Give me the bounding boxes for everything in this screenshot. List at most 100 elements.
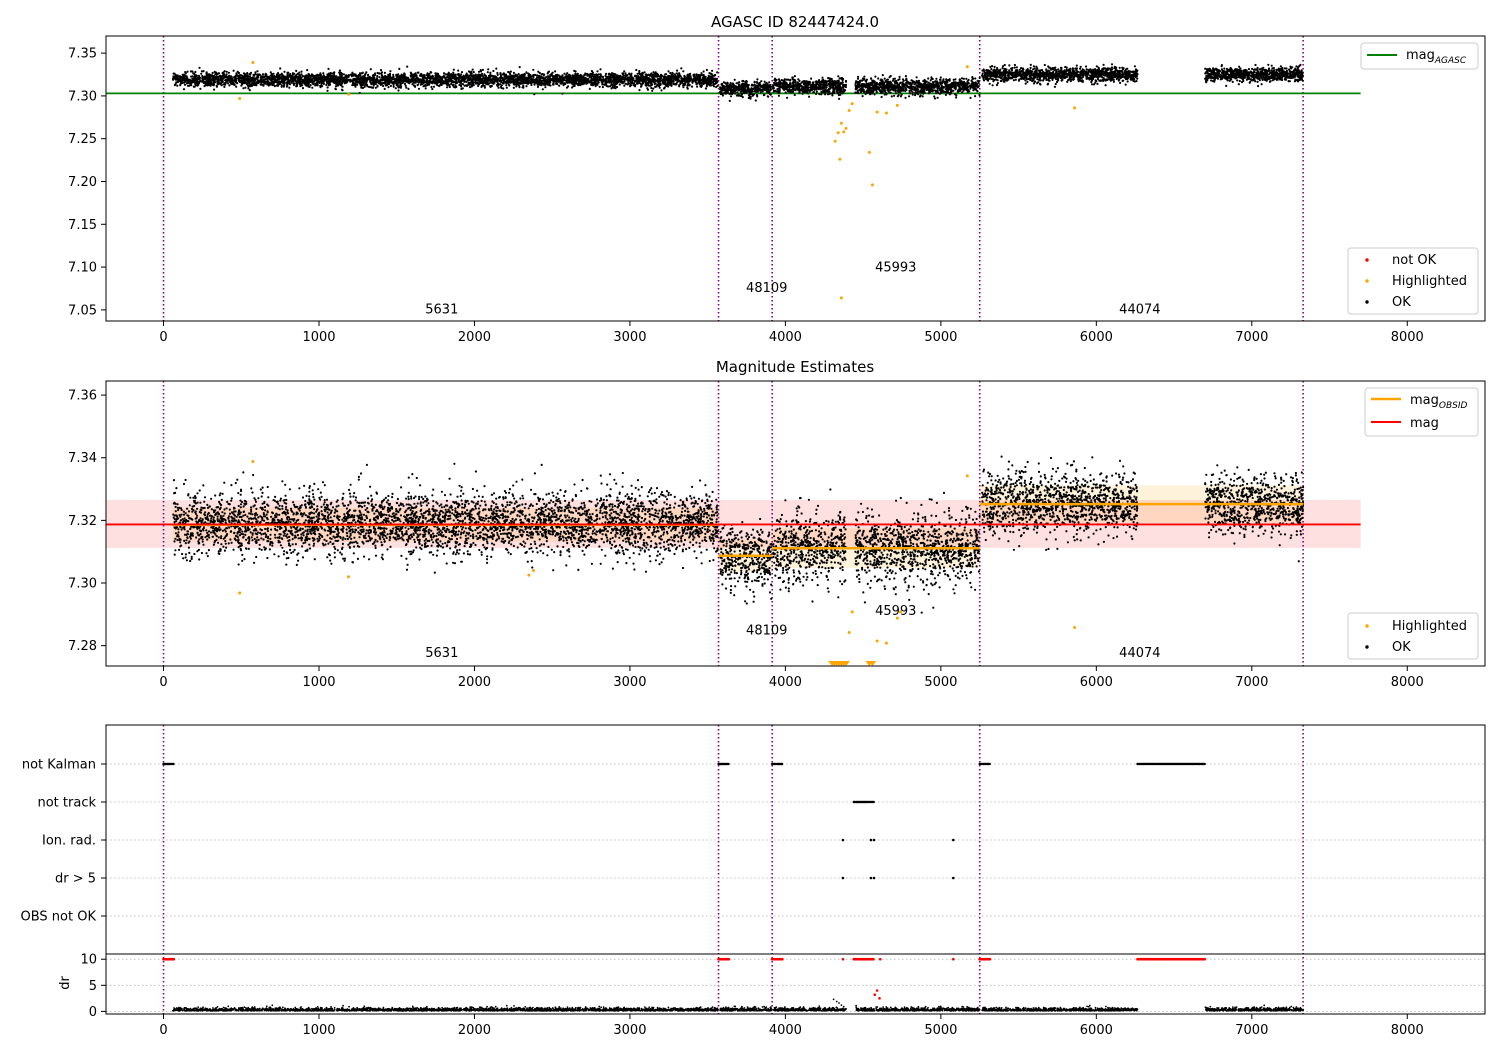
- y-tick-label: 7.05: [68, 303, 97, 318]
- highlighted-point: [527, 573, 531, 577]
- highlighted-point: [884, 641, 888, 645]
- y-tick-label: 7.35: [68, 47, 97, 62]
- legend-mag-obsid-sub: OBSID: [1439, 401, 1468, 411]
- flag-label: Ion. rad.: [42, 834, 96, 849]
- flag-range: [1136, 762, 1206, 766]
- x-tick-label: 1000: [302, 1023, 335, 1038]
- obsid-label: 45993: [875, 260, 916, 275]
- highlighted-point: [965, 65, 969, 69]
- legend-mag-obsid-label: mag: [1410, 393, 1439, 408]
- highlighted-point: [870, 183, 874, 187]
- highlighted-point: [850, 610, 854, 614]
- x-tick-label: 7000: [1235, 675, 1268, 690]
- obsid-label: 44074: [1119, 302, 1160, 317]
- legend-marker-not-ok: [1365, 258, 1369, 262]
- panel3-frame: [105, 724, 1486, 1015]
- y-tick-label: 7.36: [68, 389, 97, 404]
- y-tick-label: 7.30: [68, 577, 97, 592]
- obsid-label: 48109: [746, 624, 787, 639]
- highlighted-point: [238, 96, 242, 100]
- y-tick-label: 7.28: [68, 639, 97, 654]
- legend-label-not-ok: not OK: [1392, 253, 1437, 268]
- highlighted-point: [884, 111, 888, 115]
- flag-label: dr > 5: [55, 872, 96, 887]
- dr-tick-label: 0: [89, 1005, 97, 1020]
- x-tick-label: 4000: [769, 1023, 802, 1038]
- highlighted-point: [532, 568, 536, 572]
- obsid-label: 45993: [875, 604, 916, 619]
- y-tick-label: 7.20: [68, 175, 97, 190]
- legend2-marker-ok: [1365, 645, 1369, 649]
- x-tick-label: 5000: [924, 1023, 957, 1038]
- dr-axis-label: dr: [58, 976, 73, 990]
- highlighted-point: [1073, 106, 1077, 110]
- panel2-frame: [105, 380, 1486, 667]
- y-tick-label: 7.15: [68, 218, 97, 233]
- x-tick-label: 4000: [769, 675, 802, 690]
- panel2-legend-upper: magOBSID mag: [1364, 387, 1479, 437]
- x-tick-label: 7000: [1235, 1023, 1268, 1038]
- y-tick-label: 7.10: [68, 261, 97, 276]
- x-tick-label: 0: [159, 330, 167, 345]
- highlighted-point: [347, 575, 351, 579]
- highlighted-point: [965, 474, 969, 478]
- legend2-label-highlighted: Highlighted: [1392, 619, 1467, 634]
- highlighted-point: [895, 103, 899, 107]
- y-tick-label: 7.30: [68, 89, 97, 104]
- panel1-title: AGASC ID 82447424.0: [711, 13, 879, 31]
- highlighted-point: [833, 139, 837, 143]
- legend-marker-ok: [1365, 300, 1369, 304]
- panel1-legend-upper: magAGASC: [1360, 42, 1479, 70]
- highlighted-point: [238, 591, 242, 595]
- highlighted-point: [251, 459, 255, 463]
- x-tick-label: 8000: [1391, 1023, 1424, 1038]
- highlighted-point: [251, 61, 255, 65]
- x-tick-label: 8000: [1391, 675, 1424, 690]
- legend-mag-agasc-sub: AGASC: [1434, 56, 1467, 66]
- panel3-axes: not Kalman not track Ion. rad. dr > 5 OBS no…: [21, 758, 1424, 1039]
- legend-mag-label: mag: [1410, 416, 1439, 431]
- dr-tick-label: 5: [89, 979, 97, 994]
- x-tick-label: 2000: [458, 330, 491, 345]
- x-tick-label: 4000: [769, 330, 802, 345]
- highlighted-point: [347, 92, 351, 96]
- outlier-point: [839, 296, 843, 300]
- highlighted-point: [898, 610, 902, 614]
- x-tick-label: 2000: [458, 1023, 491, 1038]
- flag-point: [951, 838, 955, 842]
- x-tick-label: 5000: [924, 675, 957, 690]
- highlighted-point: [836, 131, 840, 135]
- svg-text:magAGASC: magAGASC: [1406, 48, 1467, 66]
- dr-bad-points: [162, 957, 1207, 1000]
- flag-range: [852, 800, 875, 804]
- panel3-plot-area: [106, 725, 1485, 1014]
- clipped-marker: [868, 661, 877, 666]
- obsid-label: 5631: [425, 646, 458, 661]
- x-tick-label: 0: [159, 675, 167, 690]
- flag-range: [771, 762, 784, 766]
- obsid-label: 5631: [425, 302, 458, 317]
- panel2-title: Magnitude Estimates: [716, 358, 874, 376]
- panel2-legend-lower: Highlighted OK: [1347, 612, 1479, 660]
- x-tick-label: 3000: [613, 675, 646, 690]
- x-tick-label: 5000: [924, 330, 957, 345]
- flag-point: [872, 838, 876, 842]
- highlighted-point: [1073, 625, 1077, 629]
- x-tick-label: 7000: [1235, 330, 1268, 345]
- highlighted-point: [867, 150, 871, 154]
- legend-marker-highlighted: [1365, 279, 1369, 283]
- obsid-label: 48109: [746, 281, 787, 296]
- flag-range: [978, 762, 991, 766]
- panel1-frame: [105, 35, 1486, 322]
- x-tick-label: 6000: [1080, 330, 1113, 345]
- x-tick-label: 6000: [1080, 675, 1113, 690]
- x-tick-label: 3000: [613, 330, 646, 345]
- clipped-marker: [842, 661, 851, 666]
- flag-label: OBS not OK: [21, 910, 97, 925]
- highlighted-point: [838, 157, 842, 161]
- flag-point: [951, 876, 955, 880]
- flag-point: [841, 876, 845, 880]
- legend-label-ok: OK: [1392, 295, 1411, 310]
- flag-range: [717, 762, 730, 766]
- flag-label: not track: [37, 796, 96, 811]
